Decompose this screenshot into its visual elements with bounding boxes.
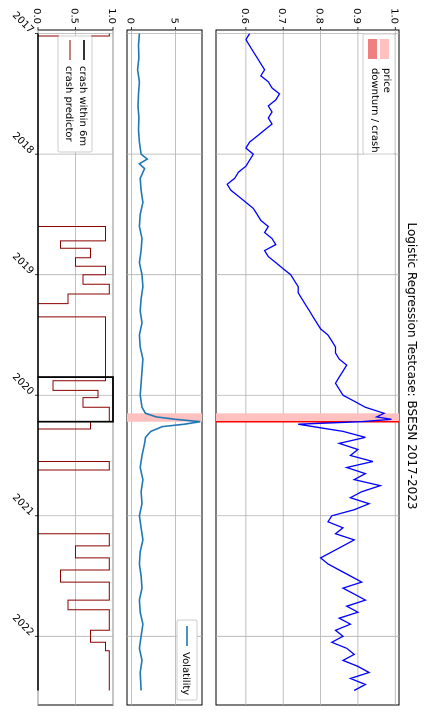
prediction-tick-label: 1.0 bbox=[106, 8, 117, 24]
crash-legend-patch bbox=[368, 39, 377, 59]
price-legend-label: price bbox=[381, 68, 392, 93]
prediction-tick-label: 0.5 bbox=[69, 8, 80, 24]
x-tick-label: 2019 bbox=[10, 251, 36, 277]
crash-legend-label: downturn / crash bbox=[369, 68, 380, 153]
prediction-legend: crash within 6m crash predictor bbox=[58, 36, 92, 152]
prediction-tick-label: 0.0 bbox=[31, 8, 42, 24]
price-tick-label: 0.9 bbox=[351, 8, 362, 24]
price-tick-label: 0.6 bbox=[239, 8, 250, 24]
crash-within-legend-label: crash within 6m bbox=[77, 66, 88, 146]
prediction-y-ticks: 0.0 0.5 1.0 bbox=[31, 8, 117, 30]
x-tick-label: 2022 bbox=[10, 613, 36, 639]
x-tick-label: 2018 bbox=[10, 130, 36, 156]
volatility-legend: Volatility bbox=[177, 620, 197, 700]
crash-predictor-legend-label: crash predictor bbox=[63, 66, 74, 143]
price-tick-label: 0.8 bbox=[314, 8, 325, 24]
price-tick-label: 1.0 bbox=[388, 8, 399, 24]
x-tick-label: 2021 bbox=[10, 492, 36, 518]
volatility-legend-label: Volatility bbox=[180, 652, 191, 695]
volatility-tick-label: 5 bbox=[169, 18, 180, 24]
price-tick-label: 0.7 bbox=[276, 8, 287, 24]
volatility-tick-label: 0 bbox=[124, 18, 135, 24]
price-legend: price downturn / crash bbox=[363, 34, 395, 154]
x-tick-label: 2020 bbox=[10, 372, 36, 398]
price-y-ticks: 0.6 0.7 0.8 0.9 1.0 bbox=[239, 8, 399, 30]
price-legend-patch bbox=[380, 39, 389, 59]
chart-title: Logistic Regression Testcase: BSESN 2017… bbox=[405, 222, 419, 509]
